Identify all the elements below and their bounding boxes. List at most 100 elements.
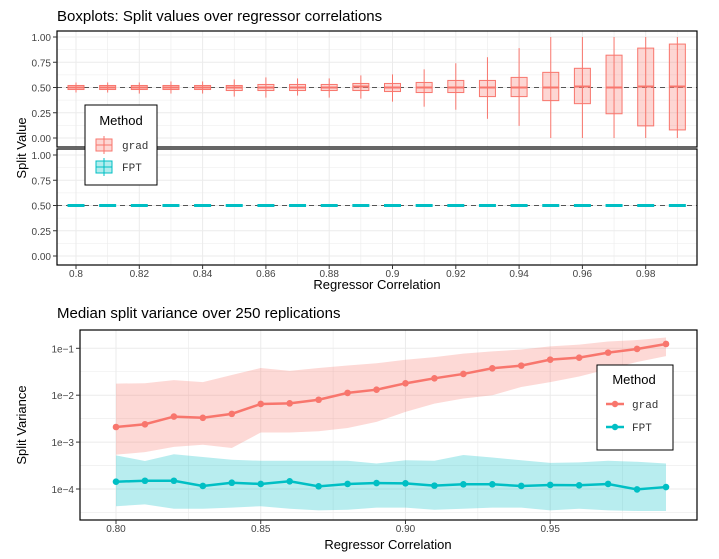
- point-grad-0.81: [141, 420, 149, 428]
- point-FPT-0.91: [431, 482, 438, 489]
- box-grad-0.88: [320, 78, 338, 98]
- bottom-panel-border: [79, 329, 698, 521]
- box-grad-0.90: [384, 74, 401, 102]
- point-FPT-0.97: [604, 480, 612, 488]
- box-grad-0.87: [289, 78, 307, 96]
- x-tick-label: 0.9: [386, 269, 400, 280]
- point-FPT-0.96: [575, 481, 583, 489]
- box: [542, 71, 560, 102]
- point-FPT-0.80: [112, 478, 120, 486]
- box-FPT-0.82: [130, 204, 148, 207]
- point-grad-0.80: [112, 423, 120, 431]
- y-tick-label: 0.50: [32, 202, 52, 213]
- point-grad-0.82: [170, 413, 178, 420]
- top-x-axis-title: Regressor Correlation: [313, 277, 440, 292]
- x-tick-label: 0.95: [540, 524, 560, 535]
- x-tick-label: 0.90: [396, 524, 416, 535]
- box-grad-0.94: [510, 48, 528, 126]
- x-tick-label: 0.86: [256, 269, 276, 280]
- box-grad-0.82: [130, 82, 148, 94]
- bottom-axes: 1e−4 1e−3 1e−2 1e−1 0.80 0.85 0.90 0.95: [51, 344, 560, 535]
- point-grad-0.96: [575, 354, 583, 361]
- point-grad-0.86: [286, 400, 293, 407]
- y-tick-label: 0.75: [32, 58, 52, 69]
- point-FPT-0.83: [199, 482, 207, 490]
- bottom-legend-label-fpt: FPT: [632, 423, 652, 435]
- box-grad-0.85: [225, 79, 243, 97]
- point-FPT-0.90: [402, 480, 409, 487]
- top-legend-title: Method: [99, 113, 142, 128]
- point-FPT-0.93: [489, 480, 496, 488]
- box-grad-0.89: [352, 75, 370, 99]
- bottom-legend-label-grad: grad: [632, 400, 658, 412]
- point-FPT-0.86: [286, 477, 293, 485]
- line-grad: [115, 342, 667, 429]
- y-tick-label: 1e−1: [51, 344, 74, 355]
- point-FPT-0.81: [141, 477, 149, 485]
- point-grad-0.91: [431, 375, 438, 382]
- point-FPT-0.88: [344, 480, 351, 488]
- box-FPT-0.80: [67, 204, 85, 207]
- top-legend-label-fpt: FPT: [122, 163, 142, 175]
- bottom-series: [112, 337, 670, 511]
- point-grad-0.89: [373, 386, 380, 393]
- point-FPT-0.82: [170, 477, 178, 485]
- y-tick-label: 0.00: [32, 252, 52, 263]
- box-grad-0.96: [573, 37, 591, 138]
- legend-key-grad-box-icon: [95, 136, 113, 154]
- box-FPT-0.85: [225, 204, 243, 207]
- box-grad-0.81: [99, 82, 117, 93]
- x-tick-label: 0.82: [130, 269, 150, 280]
- point-grad-0.94: [517, 362, 525, 369]
- bottom-y-axis-title: Split Variance: [14, 385, 29, 464]
- point-FPT-0.87: [315, 483, 322, 490]
- box-FPT-0.87: [289, 204, 307, 207]
- band-grad: [116, 337, 666, 455]
- box-grad-0.97: [605, 37, 623, 138]
- box-FPT-0.84: [194, 204, 212, 207]
- bottom-gridlines: [80, 330, 697, 520]
- y-tick-label: 0.50: [32, 84, 52, 95]
- point-grad-0.93: [489, 364, 496, 372]
- box-grad-0.91: [415, 69, 433, 107]
- top-panel-fpt-border: [56, 148, 698, 266]
- bottom-legend-title: Method: [612, 372, 655, 387]
- y-tick-label: 1e−2: [51, 391, 74, 402]
- x-tick-label: 0.94: [509, 269, 529, 280]
- point-grad-0.83: [199, 414, 207, 422]
- point-FPT-0.98: [633, 486, 641, 493]
- x-tick-label: 0.88: [319, 269, 339, 280]
- point-grad-0.84: [228, 410, 236, 418]
- x-tick-label: 0.85: [251, 524, 271, 535]
- top-legend: Method grad FPT: [84, 104, 158, 186]
- x-tick-label: 0.84: [193, 269, 213, 280]
- box: [478, 79, 496, 98]
- box-grad-0.83: [162, 81, 180, 94]
- box-FPT-0.92: [447, 204, 465, 207]
- box-grad-0.98: [637, 37, 655, 138]
- y-tick-label: 0.25: [32, 227, 52, 238]
- point-grad-0.87: [315, 396, 322, 404]
- box-grad-0.84: [194, 81, 212, 94]
- box-FPT-0.96: [573, 204, 591, 207]
- box-grad-0.93: [478, 57, 496, 119]
- top-panel-grad-border: [56, 30, 698, 148]
- point-FPT-0.85: [257, 480, 265, 488]
- y-tick-label: 0.00: [32, 134, 52, 145]
- line-chart-title: Median split variance over 250 replicati…: [57, 305, 340, 322]
- box-FPT-0.86: [257, 204, 275, 207]
- box-FPT-0.95: [542, 204, 560, 207]
- boxplot-title: Boxplots: Split values over regressor co…: [57, 8, 382, 25]
- box-FPT-0.93: [478, 204, 496, 207]
- point-grad-0.97: [604, 349, 612, 356]
- legend-key-fpt-line-icon: [606, 423, 624, 431]
- top-legend-label-grad: grad: [122, 141, 148, 153]
- point-grad-0.95: [546, 356, 554, 363]
- box-FPT-0.97: [605, 204, 623, 207]
- x-tick-label: 0.96: [573, 269, 593, 280]
- top-axes: 0.00 0.25 0.50 0.75 1.00 0.00 0.25 0.50 0.75 1.00…: [32, 33, 656, 280]
- point-FPT-0.84: [228, 479, 236, 487]
- box-FPT-0.90: [384, 204, 401, 207]
- legend-key-grad-line-icon: [606, 400, 624, 408]
- box: [447, 79, 465, 94]
